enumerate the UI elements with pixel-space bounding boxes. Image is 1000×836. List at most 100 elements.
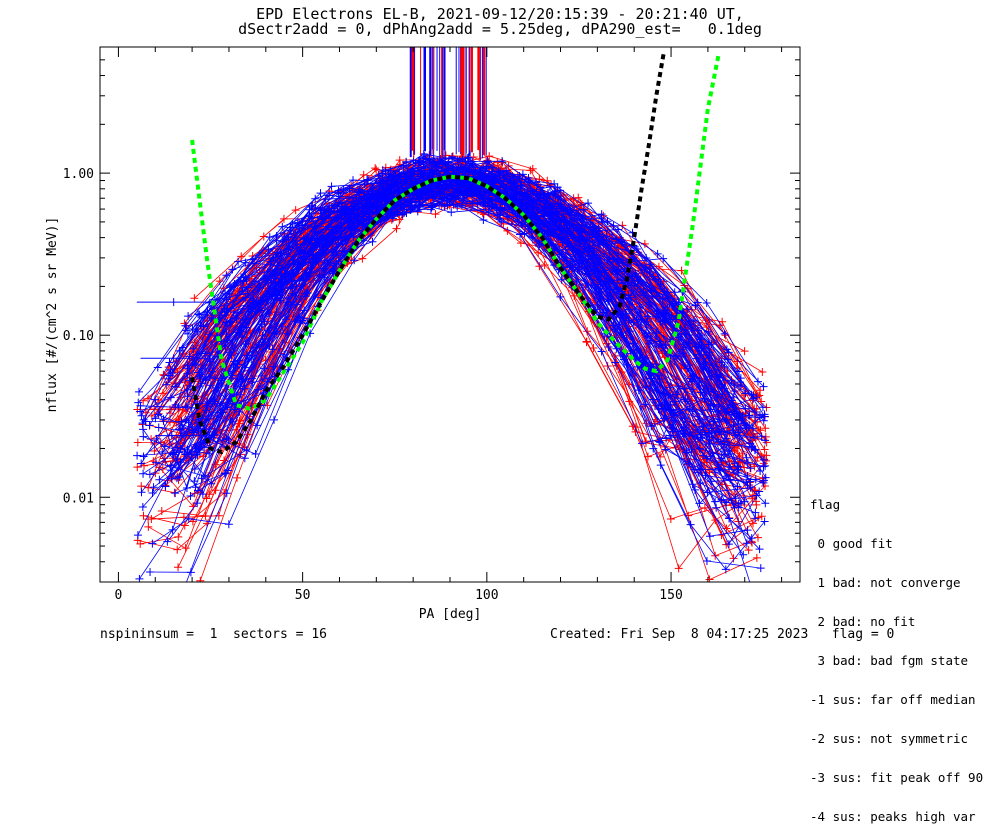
trace-point: [171, 489, 180, 498]
trace-point: [627, 287, 636, 296]
trace-point: [229, 281, 238, 290]
legend-item: 1 bad: not converge: [810, 575, 961, 590]
trace-point: [597, 347, 606, 356]
trace-point: [359, 170, 368, 179]
trace-point: [579, 213, 588, 222]
trace-point: [344, 223, 353, 232]
trace-point: [712, 503, 721, 512]
flux-traces: [133, 47, 771, 600]
trace-point: [493, 211, 502, 220]
trace-point: [597, 214, 606, 223]
trace-point: [149, 483, 158, 492]
trace-point: [660, 398, 669, 407]
trace-point: [557, 204, 566, 213]
trace-point: [387, 187, 396, 196]
trace-point: [759, 455, 768, 464]
trace-point: [272, 327, 281, 336]
trace-point: [526, 166, 535, 175]
trace-point: [271, 252, 280, 261]
trace-point: [761, 461, 770, 470]
trace-point: [145, 421, 154, 430]
trace-point: [692, 342, 701, 351]
trace-point: [724, 540, 733, 549]
trace-point: [722, 498, 731, 507]
trace-point: [594, 237, 603, 246]
trace-point: [756, 564, 765, 573]
trace-point: [705, 348, 714, 357]
trace-point: [452, 166, 461, 175]
trace-point: [656, 317, 665, 326]
trace-point: [183, 329, 192, 338]
trace-point: [703, 488, 712, 497]
trace-point: [485, 152, 494, 161]
trace-point: [156, 438, 165, 447]
trace-point: [134, 398, 143, 407]
trace-point: [288, 283, 297, 292]
trace-point: [656, 461, 665, 470]
trace-point: [716, 373, 725, 382]
trace-point: [184, 514, 193, 523]
trace-point: [664, 391, 673, 400]
trace-point: [139, 415, 148, 424]
trace-point: [761, 424, 770, 433]
trace-point: [167, 474, 176, 483]
trace-point: [169, 450, 178, 459]
chart-plot: 0 50 100 150 0.01 0.10 1.00 PA [deg] nflux [#/…: [45, 46, 801, 622]
trace-point: [334, 189, 343, 198]
trace-point: [574, 193, 583, 202]
trace-point: [661, 340, 670, 349]
trace-point: [576, 253, 585, 262]
trace-point: [535, 240, 544, 249]
trace-point: [431, 210, 440, 219]
trace-point: [157, 507, 166, 516]
trace-point: [669, 408, 678, 417]
trace-point: [278, 222, 287, 231]
trace-point: [752, 491, 761, 500]
trace-point: [223, 318, 232, 327]
trace-point: [242, 276, 251, 285]
trace-point: [611, 358, 620, 367]
trace-point: [642, 254, 651, 263]
trace-point: [753, 417, 762, 426]
trace-point: [235, 419, 244, 428]
trace-point: [645, 298, 654, 307]
trace-point: [202, 519, 211, 528]
trace-point: [702, 299, 711, 308]
trace-point: [178, 343, 187, 352]
trace-point: [734, 428, 743, 437]
trace-point: [743, 526, 752, 535]
trace-point: [447, 208, 456, 217]
trace-point: [671, 351, 680, 360]
trace-point: [224, 435, 233, 444]
trace-point: [186, 568, 195, 577]
trace-point: [755, 545, 764, 554]
trace-point: [284, 241, 293, 250]
error-bar: [136, 298, 211, 307]
trace-point: [220, 469, 229, 478]
trace-point: [705, 575, 714, 582]
trace-point: [183, 392, 192, 401]
trace-point: [756, 466, 765, 475]
trace-point: [205, 373, 214, 382]
trace-point: [750, 592, 758, 600]
y-tick-label: 0.01: [63, 491, 94, 506]
trace-point: [375, 194, 384, 203]
trace-point: [757, 397, 766, 406]
trace-point: [762, 438, 771, 447]
trace-point: [705, 532, 714, 541]
trace-point: [756, 411, 765, 420]
trace-point: [240, 384, 249, 393]
trace-point: [508, 172, 517, 181]
trace-point: [733, 357, 742, 366]
trace-point: [606, 257, 615, 266]
trace-point: [222, 489, 231, 498]
trace-point: [145, 470, 154, 479]
trace-point: [150, 446, 159, 455]
trace-point: [378, 176, 387, 185]
trace-point: [734, 499, 743, 508]
trace-point: [680, 384, 689, 393]
trace-point: [133, 438, 142, 447]
trace-point: [137, 488, 146, 497]
trace-point: [394, 186, 403, 195]
trace-point: [502, 169, 511, 178]
